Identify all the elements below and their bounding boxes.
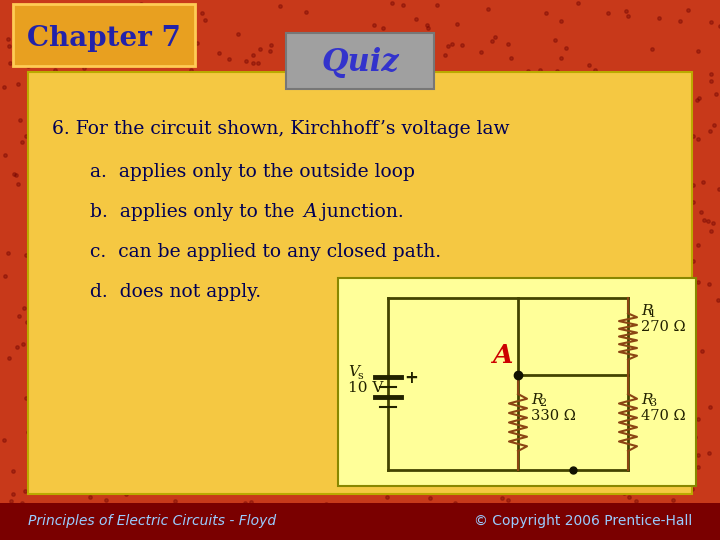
Text: Quiz: Quiz	[321, 46, 399, 78]
Text: c.  can be applied to any closed path.: c. can be applied to any closed path.	[90, 243, 441, 261]
Text: A: A	[492, 343, 513, 368]
FancyBboxPatch shape	[13, 4, 195, 66]
Text: a.  applies only to the outside loop: a. applies only to the outside loop	[90, 163, 415, 181]
Text: R: R	[531, 393, 542, 407]
Text: © Copyright 2006 Prentice-Hall: © Copyright 2006 Prentice-Hall	[474, 514, 692, 528]
Bar	[0, 503, 720, 540]
Text: 3: 3	[649, 398, 656, 408]
Text: R: R	[641, 304, 652, 318]
Text: b.  applies only to the: b. applies only to the	[90, 203, 300, 221]
Text: 1: 1	[649, 309, 656, 319]
Text: Chapter 7: Chapter 7	[27, 24, 181, 51]
Text: 270 Ω: 270 Ω	[641, 320, 685, 334]
Text: +: +	[404, 369, 418, 387]
FancyBboxPatch shape	[286, 33, 434, 89]
Text: d.  does not apply.: d. does not apply.	[90, 283, 261, 301]
Text: 10 V: 10 V	[348, 381, 383, 395]
Text: junction.: junction.	[315, 203, 404, 221]
Text: Principles of Electric Circuits - Floyd: Principles of Electric Circuits - Floyd	[28, 514, 276, 528]
Text: s: s	[357, 371, 363, 381]
Text: 470 Ω: 470 Ω	[641, 409, 685, 423]
Text: A: A	[303, 203, 317, 221]
Text: V: V	[348, 365, 359, 379]
Text: R: R	[641, 393, 652, 407]
Text: 6. For the circuit shown, Kirchhoff’s voltage law: 6. For the circuit shown, Kirchhoff’s vo…	[52, 120, 510, 138]
Text: 330 Ω: 330 Ω	[531, 409, 576, 423]
FancyBboxPatch shape	[28, 72, 692, 494]
FancyBboxPatch shape	[338, 278, 696, 486]
Text: 2: 2	[539, 398, 546, 408]
